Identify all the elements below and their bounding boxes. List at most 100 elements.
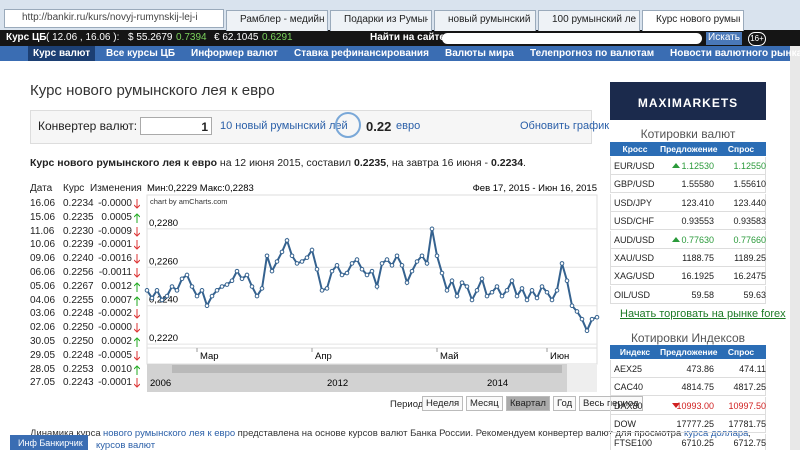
point <box>549 297 555 303</box>
point <box>534 295 540 301</box>
nav-item[interactable]: Телепрогноз по валютам <box>530 48 655 59</box>
point <box>224 282 230 287</box>
quote-row <box>610 396 766 415</box>
period-button[interactable]: Месяц <box>466 396 503 411</box>
point <box>474 288 480 293</box>
point <box>344 270 350 276</box>
nav-item[interactable]: Все курсы ЦБ <box>106 48 176 59</box>
point <box>349 261 355 266</box>
change-cell: 0.0005 <box>101 211 132 223</box>
refresh-link[interactable]: Обновить график <box>520 120 610 132</box>
address-bar[interactable] <box>4 9 224 28</box>
quote-ask: 1189.25 <box>734 253 766 263</box>
point <box>454 293 460 299</box>
rate-cell: 0.2255 <box>63 294 94 306</box>
point <box>399 263 405 268</box>
rate-cell: 0.2234 <box>63 198 94 209</box>
date-cell: 06.06 <box>30 267 56 278</box>
point <box>274 259 280 264</box>
point <box>539 284 545 289</box>
arrow-up <box>134 364 140 375</box>
search-input[interactable] <box>442 33 702 44</box>
point <box>324 286 330 291</box>
age-rating: 16+ <box>748 32 766 46</box>
date-cell: 30.05 <box>30 336 56 347</box>
navigator-label: 2012 <box>327 378 348 389</box>
quote-name: CAC40 <box>614 382 644 393</box>
tab[interactable] <box>538 10 640 31</box>
bankirchik-tab[interactable] <box>10 435 88 450</box>
tab[interactable] <box>330 10 432 31</box>
footer-link[interactable]: курсов валют <box>96 440 156 450</box>
point <box>289 253 295 259</box>
footer-link[interactable]: нового румынского лея к евро <box>103 428 236 439</box>
point <box>204 303 210 309</box>
footer-link[interactable]: курса доллара <box>684 428 749 439</box>
tab[interactable] <box>434 10 536 31</box>
point <box>524 297 530 303</box>
indices-title: Котировки Индексов <box>630 331 746 345</box>
quote-bid: 6710.25 <box>681 437 714 448</box>
scrollbar[interactable] <box>790 46 800 450</box>
period-button[interactable]: Неделя <box>422 396 464 411</box>
change-cell: -0.0011 <box>98 267 132 278</box>
amount-input[interactable] <box>140 117 212 135</box>
period-button[interactable]: Квартал <box>506 396 550 411</box>
from-currency[interactable]: 10 новый румынский лей <box>220 120 348 132</box>
forex-link[interactable]: Начать торговать на рынке forex <box>620 308 786 320</box>
quote-ask: 123.440 <box>733 197 766 208</box>
quote-name: DAX30 <box>614 400 643 411</box>
change-cell: -0.0002 <box>98 308 132 320</box>
point <box>434 253 440 259</box>
period-button[interactable]: Год <box>553 396 577 411</box>
chart: Мин:0,2229 Макс:0,2283 Фев 17, 2015 - Июн… <box>144 183 600 392</box>
nav-item[interactable]: Валюты мира <box>445 48 514 59</box>
nav-item[interactable]: Ставка рефинансирования <box>294 48 429 59</box>
logo: MAXIMARKETS <box>637 96 739 110</box>
point <box>384 257 390 262</box>
search-button[interactable]: Искать <box>706 32 742 45</box>
point <box>174 288 180 293</box>
point <box>499 293 505 299</box>
quote-row <box>610 285 766 304</box>
quote-bid: 16.1925 <box>681 271 714 282</box>
point <box>554 288 560 293</box>
table-header-row <box>610 345 766 359</box>
tab-title: Курс нового румынско... <box>656 14 740 25</box>
eur-rate: € 62.1045 <box>214 32 259 43</box>
quote-bid: 1.55580 <box>681 179 714 190</box>
point <box>514 293 520 299</box>
change-cell: -0.0009 <box>98 225 132 237</box>
swap-icon[interactable] <box>335 112 361 138</box>
point <box>359 266 365 272</box>
point <box>149 295 155 301</box>
quote-row <box>610 378 766 397</box>
quote-ask: 16.2475 <box>733 271 766 282</box>
nav-item[interactable]: Новости валютного рынка <box>670 48 800 59</box>
quote-ask: 474.11 <box>739 364 766 374</box>
tab[interactable] <box>226 10 328 31</box>
tab[interactable] <box>642 10 744 31</box>
quote-bid: 1.12530 <box>681 161 714 171</box>
point <box>264 253 270 259</box>
ticker-period: ( 12.06 , 16.06 ): <box>46 32 120 43</box>
rate-cell: 0.2256 <box>63 267 94 278</box>
quote-name: AEX25 <box>614 364 643 374</box>
summary-part: 0.2234 <box>491 157 524 169</box>
quote-bid: 59.58 <box>691 289 714 300</box>
nav-item[interactable]: Информер валют <box>191 48 278 59</box>
point <box>159 297 165 303</box>
change-cell: 0.0012 <box>101 280 132 292</box>
date-cell: 11.06 <box>30 225 55 237</box>
point <box>589 316 595 322</box>
point <box>404 280 410 285</box>
navigator-scroll <box>172 365 562 373</box>
point <box>354 257 360 262</box>
point <box>314 266 320 272</box>
point <box>574 309 580 314</box>
to-currency[interactable]: евро <box>396 120 421 132</box>
nav-item[interactable]: Курс валют <box>28 46 96 61</box>
quote-name: USD/CHF <box>614 216 654 227</box>
arrow-up <box>134 295 140 306</box>
rate-cell: 0.2250 <box>63 336 94 347</box>
